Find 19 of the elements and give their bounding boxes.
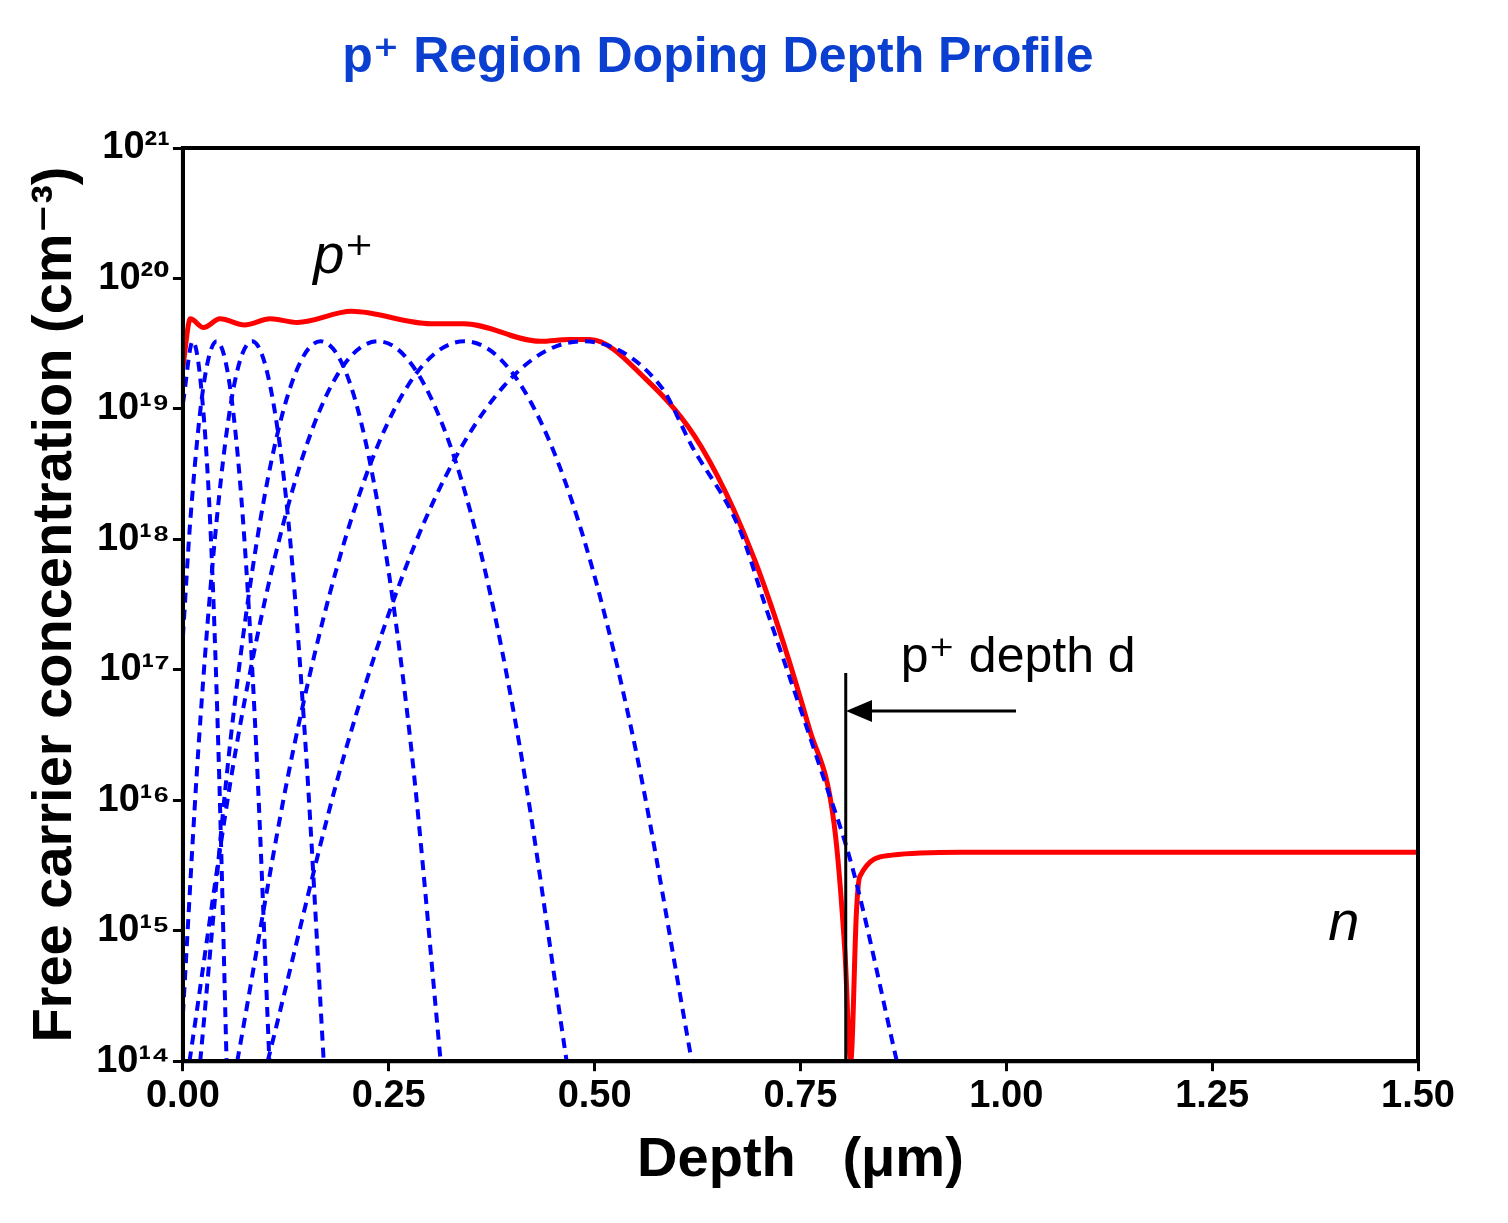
x-tick-label: 0.75 xyxy=(763,1073,838,1116)
chart-title: p⁺ Region Doping Depth Profile xyxy=(342,26,1094,83)
y-tick-label: 10¹⁶ xyxy=(97,776,170,819)
x-tick-label: 0.50 xyxy=(557,1073,632,1116)
annotation: n xyxy=(1328,888,1360,952)
y-tick-label: 10¹⁷ xyxy=(99,646,170,689)
y-tick-label: 10¹⁸ xyxy=(97,515,170,558)
y-tick-label: 10¹⁵ xyxy=(97,907,170,950)
x-tick-label: 0.25 xyxy=(351,1073,426,1116)
y-tick-label: 10²¹ xyxy=(102,124,170,167)
ref-line-label: p⁺ depth d xyxy=(900,626,1136,683)
x-tick-label: 1.50 xyxy=(1381,1073,1455,1116)
annotation: p⁺ xyxy=(311,222,374,286)
x-tick-label: 1.00 xyxy=(969,1073,1044,1116)
x-axis-title: Depth (μm) xyxy=(637,1124,964,1188)
y-tick-label: 10¹⁹ xyxy=(96,385,170,428)
y-axis-title: Free carrier concentration (cm⁻³) xyxy=(20,166,84,1043)
x-tick-label: 1.25 xyxy=(1175,1073,1250,1116)
y-tick-label: 10²⁰ xyxy=(98,254,170,297)
